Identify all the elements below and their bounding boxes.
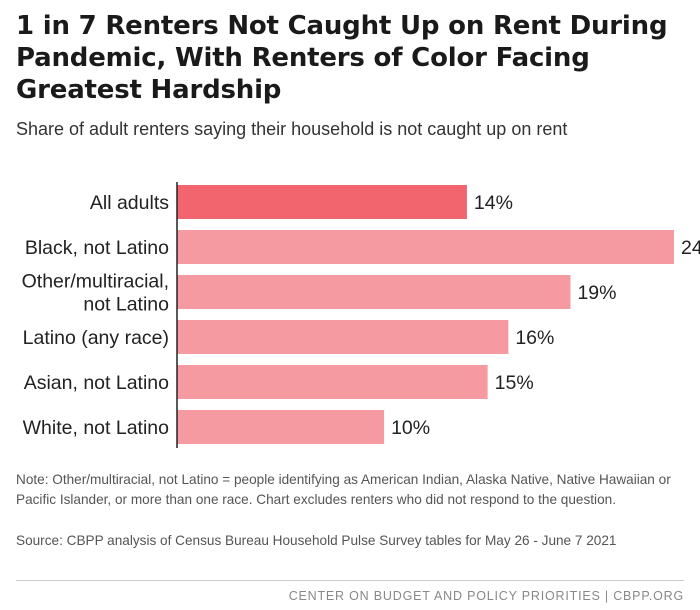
labels-layer: 14% All adults 24% Black, not Latino 19% Othe… bbox=[22, 192, 700, 439]
chart-note: Note: Other/multiracial, not Latino = pe… bbox=[16, 472, 671, 507]
category-label-3: Latino (any race) bbox=[23, 327, 169, 349]
chart-title: 1 in 7 Renters Not Caught Up on Rent Dur… bbox=[16, 11, 668, 105]
bar-5 bbox=[177, 410, 385, 444]
bar-2 bbox=[177, 275, 571, 309]
category-label-2-line-1: not Latino bbox=[83, 294, 169, 316]
chart-subtitle: Share of adult renters saying their hous… bbox=[16, 119, 568, 139]
value-label-0: 14% bbox=[474, 192, 513, 214]
value-label-2: 19% bbox=[577, 282, 616, 304]
bar-4 bbox=[177, 365, 488, 399]
bar-chart: 14% All adults 24% Black, not Latino 19% Othe… bbox=[22, 182, 700, 448]
bar-1 bbox=[177, 230, 674, 264]
value-label-3: 16% bbox=[515, 327, 554, 349]
value-label-4: 15% bbox=[495, 372, 534, 394]
footer-credit: CENTER ON BUDGET AND POLICY PRIORITIES |… bbox=[288, 589, 684, 603]
category-label-1: Black, not Latino bbox=[25, 237, 169, 259]
bars-layer bbox=[177, 185, 674, 444]
value-label-1: 24% bbox=[681, 237, 700, 259]
value-label-5: 10% bbox=[391, 417, 430, 439]
category-label-2-line-0: Other/multiracial, bbox=[22, 271, 169, 293]
chart-source: Source: CBPP analysis of Census Bureau H… bbox=[16, 533, 617, 548]
footer-divider bbox=[16, 580, 684, 581]
category-label-5: White, not Latino bbox=[23, 417, 169, 439]
bar-3 bbox=[177, 320, 509, 354]
bar-0 bbox=[177, 185, 467, 219]
category-label-4: Asian, not Latino bbox=[24, 372, 169, 394]
category-label-0: All adults bbox=[90, 192, 169, 214]
